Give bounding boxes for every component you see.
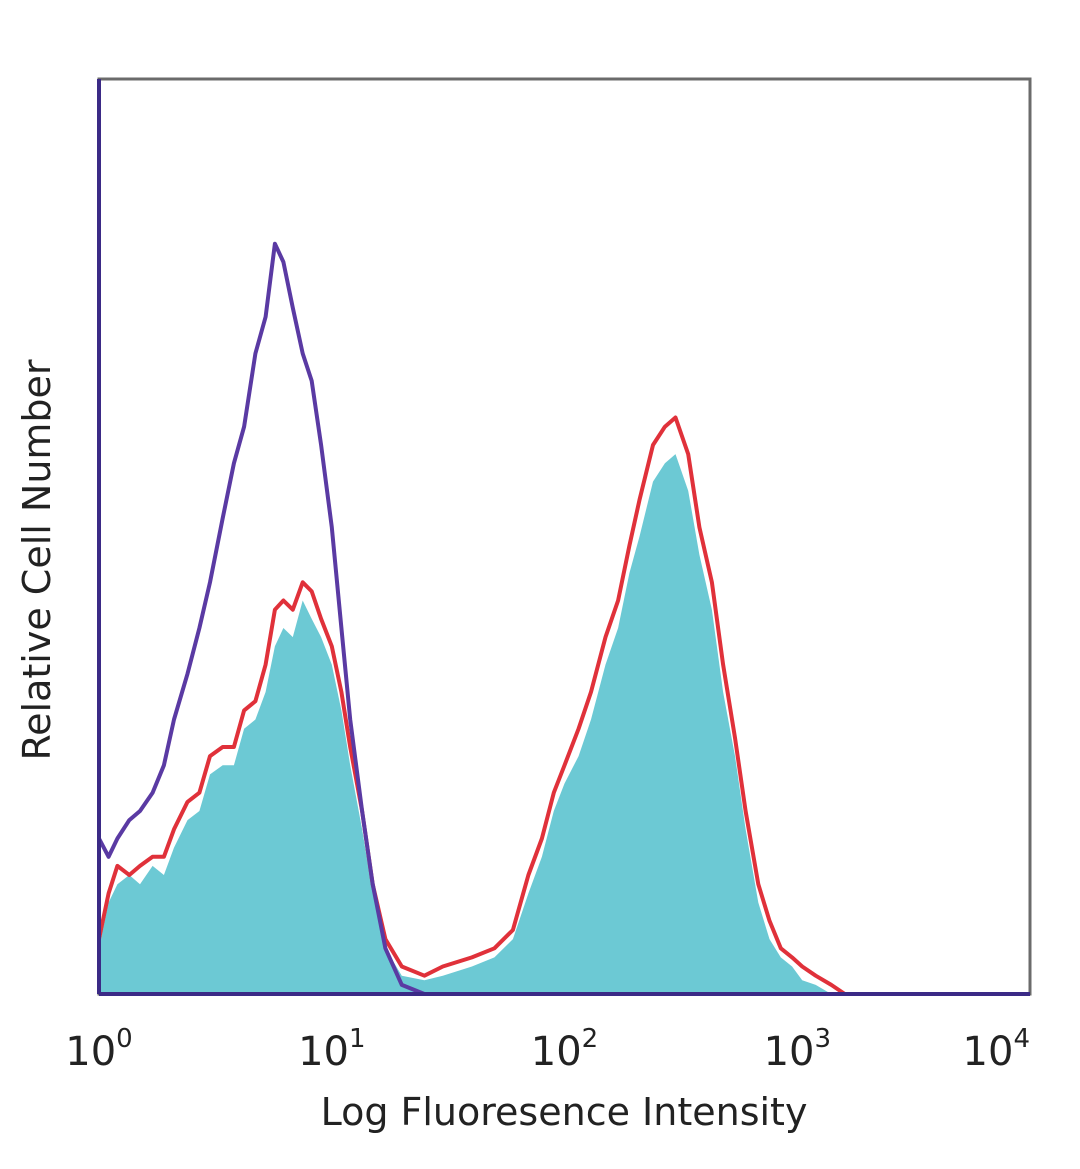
x-tick-base: 10 (764, 1029, 815, 1075)
x-tick-label: 101 (298, 1024, 365, 1075)
x-tick-base: 10 (531, 1029, 582, 1075)
x-tick-exponent: 1 (349, 1024, 366, 1054)
histogram-filled-area-0 (99, 454, 868, 995)
x-tick-exponent: 4 (1013, 1024, 1030, 1054)
x-tick-label: 104 (963, 1024, 1030, 1075)
x-tick-label: 102 (531, 1024, 598, 1075)
x-tick-exponent: 2 (582, 1024, 599, 1054)
x-tick-base: 10 (65, 1029, 116, 1075)
x-tick-label: 100 (65, 1024, 132, 1075)
plot-area (97, 241, 1030, 996)
x-tick-base: 10 (298, 1029, 349, 1075)
x-tick-labels: 100 101 102 103 104 (65, 1024, 1030, 1075)
x-tick-base: 10 (963, 1029, 1014, 1075)
x-tick-exponent: 0 (116, 1024, 133, 1054)
histogram-line-1 (97, 415, 868, 996)
x-tick-exponent: 3 (814, 1024, 831, 1054)
x-tick-label: 103 (764, 1024, 831, 1075)
y-axis-label: Relative Cell Number (15, 359, 59, 760)
x-axis-label: Log Fluoresence Intensity (321, 1090, 808, 1134)
